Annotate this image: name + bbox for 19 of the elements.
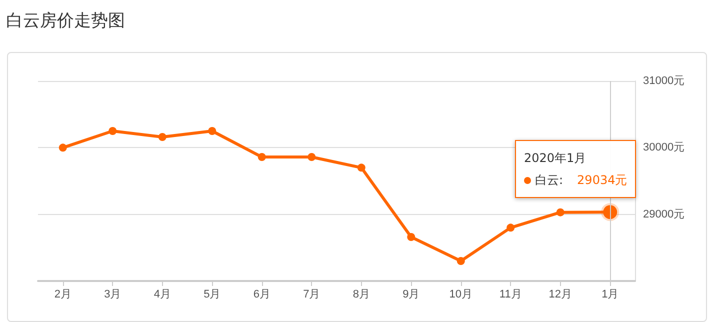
x-tick-label: 3月 <box>104 288 122 300</box>
x-tick-label: 2月 <box>54 288 72 300</box>
y-tick-label: 30000元 <box>643 142 685 154</box>
x-tick-label: 11月 <box>499 288 522 300</box>
y-tick-label: 31000元 <box>643 75 685 87</box>
x-tick-label: 4月 <box>154 288 171 300</box>
x-tick-label: 5月 <box>204 288 221 300</box>
legend-label: 白云: <box>535 173 564 188</box>
x-tick-label: 9月 <box>402 288 420 300</box>
data-label: 29034元 <box>577 173 628 188</box>
x-tick-label: 1月 <box>602 288 619 300</box>
x-tick-label: 12月 <box>548 288 572 300</box>
x-tick-label: 6月 <box>253 288 270 300</box>
chart-title: 白云房价走势图 <box>6 10 125 32</box>
y-tick-label: 29000元 <box>643 208 685 220</box>
x-tick-label: 7月 <box>303 288 320 300</box>
annotation: 2020年1月 <box>524 150 588 168</box>
x-tick-label: 8月 <box>352 288 370 300</box>
x-tick-label: 10月 <box>449 288 472 300</box>
